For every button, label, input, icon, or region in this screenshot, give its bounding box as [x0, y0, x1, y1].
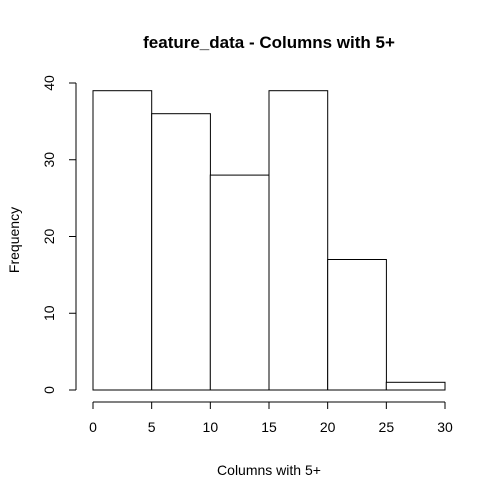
y-axis: 0 10 20 30 40	[41, 75, 77, 394]
bar-20-25	[327, 259, 387, 391]
x-tick-label: 20	[320, 419, 336, 435]
x-tick-label: 30	[437, 419, 453, 435]
bar-5-10	[151, 113, 211, 391]
bar-10-15	[209, 174, 270, 391]
x-tick-label: 0	[89, 419, 97, 435]
chart-title: feature_data - Columns with 5+	[143, 33, 395, 52]
y-tick-label: 30	[41, 152, 57, 168]
y-axis-label: Frequency	[6, 207, 22, 273]
x-tick-label: 15	[261, 419, 277, 435]
bar-0-5	[92, 90, 153, 391]
x-axis: 0 5 10 15 20 25 30	[89, 401, 453, 435]
y-tick-label: 10	[41, 305, 57, 321]
bar-15-20	[268, 90, 329, 391]
y-tick-label: 0	[41, 386, 57, 394]
x-tick-label: 5	[148, 419, 156, 435]
x-axis-label: Columns with 5+	[217, 462, 321, 478]
x-tick-label: 10	[203, 419, 219, 435]
y-tick-label: 20	[41, 229, 57, 245]
y-tick-label: 40	[41, 75, 57, 91]
bar-25-30	[385, 381, 446, 391]
bars-group	[92, 90, 446, 391]
x-tick-label: 25	[379, 419, 395, 435]
